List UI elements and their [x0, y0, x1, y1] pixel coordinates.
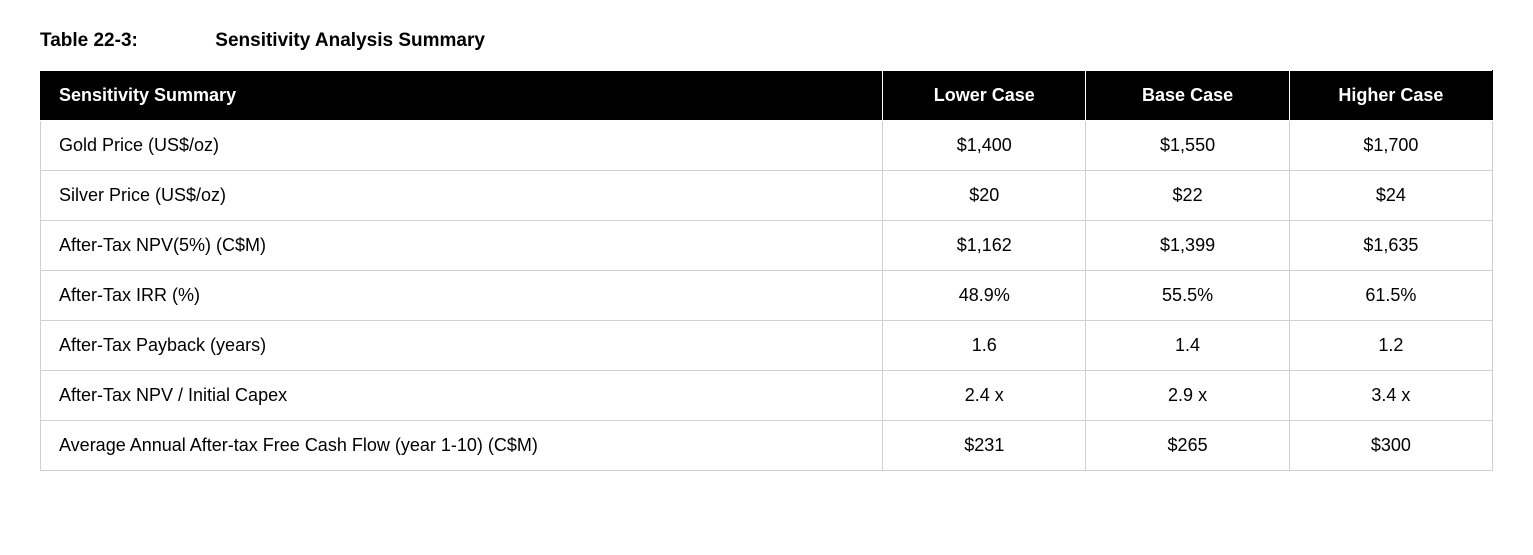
- row-label: Average Annual After-tax Free Cash Flow …: [41, 421, 883, 471]
- table-row: Average Annual After-tax Free Cash Flow …: [41, 421, 1493, 471]
- row-higher: 1.2: [1289, 321, 1492, 371]
- row-higher: $24: [1289, 171, 1492, 221]
- table-row: After-Tax NPV / Initial Capex 2.4 x 2.9 …: [41, 371, 1493, 421]
- row-base: 55.5%: [1086, 271, 1289, 321]
- row-higher: $1,635: [1289, 221, 1492, 271]
- row-lower: 48.9%: [883, 271, 1086, 321]
- row-base: $22: [1086, 171, 1289, 221]
- row-label: After-Tax IRR (%): [41, 271, 883, 321]
- row-base: $1,550: [1086, 121, 1289, 171]
- table-row: Silver Price (US$/oz) $20 $22 $24: [41, 171, 1493, 221]
- sensitivity-table: Sensitivity Summary Lower Case Base Case…: [40, 70, 1493, 471]
- row-label: After-Tax Payback (years): [41, 321, 883, 371]
- row-base: 2.9 x: [1086, 371, 1289, 421]
- row-lower: 1.6: [883, 321, 1086, 371]
- row-label: After-Tax NPV(5%) (C$M): [41, 221, 883, 271]
- row-higher: $300: [1289, 421, 1492, 471]
- row-higher: 3.4 x: [1289, 371, 1492, 421]
- row-base: $1,399: [1086, 221, 1289, 271]
- table-caption-number: Table 22-3:: [40, 30, 210, 52]
- table-row: After-Tax Payback (years) 1.6 1.4 1.2: [41, 321, 1493, 371]
- col-header-lower: Lower Case: [883, 71, 1086, 121]
- col-header-summary: Sensitivity Summary: [41, 71, 883, 121]
- table-header-row: Sensitivity Summary Lower Case Base Case…: [41, 71, 1493, 121]
- table-row: Gold Price (US$/oz) $1,400 $1,550 $1,700: [41, 121, 1493, 171]
- row-higher: 61.5%: [1289, 271, 1492, 321]
- table-row: After-Tax NPV(5%) (C$M) $1,162 $1,399 $1…: [41, 221, 1493, 271]
- row-lower: $1,400: [883, 121, 1086, 171]
- row-base: $265: [1086, 421, 1289, 471]
- row-label: Gold Price (US$/oz): [41, 121, 883, 171]
- row-lower: $1,162: [883, 221, 1086, 271]
- row-higher: $1,700: [1289, 121, 1492, 171]
- row-lower: 2.4 x: [883, 371, 1086, 421]
- col-header-base: Base Case: [1086, 71, 1289, 121]
- table-body: Gold Price (US$/oz) $1,400 $1,550 $1,700…: [41, 121, 1493, 471]
- row-base: 1.4: [1086, 321, 1289, 371]
- row-label: After-Tax NPV / Initial Capex: [41, 371, 883, 421]
- table-row: After-Tax IRR (%) 48.9% 55.5% 61.5%: [41, 271, 1493, 321]
- col-header-higher: Higher Case: [1289, 71, 1492, 121]
- table-caption-title: Sensitivity Analysis Summary: [215, 30, 485, 51]
- row-lower: $231: [883, 421, 1086, 471]
- table-caption: Table 22-3: Sensitivity Analysis Summary: [40, 30, 1493, 52]
- row-lower: $20: [883, 171, 1086, 221]
- row-label: Silver Price (US$/oz): [41, 171, 883, 221]
